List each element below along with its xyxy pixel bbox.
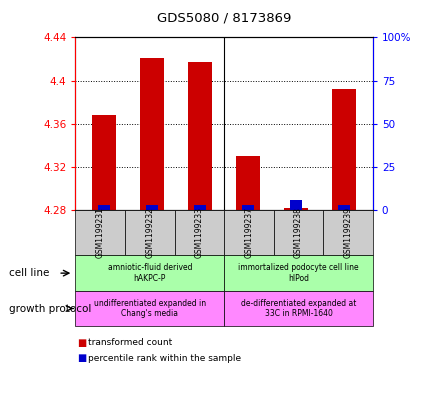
Text: growth protocol: growth protocol <box>9 303 91 314</box>
Text: undifferentiated expanded in
Chang's media: undifferentiated expanded in Chang's med… <box>93 299 206 318</box>
Bar <box>283 208 307 210</box>
Bar <box>92 115 116 210</box>
Bar <box>289 200 301 210</box>
Bar <box>337 205 349 210</box>
Text: immortalized podocyte cell line
hIPod: immortalized podocyte cell line hIPod <box>238 263 358 283</box>
Text: GSM1199237: GSM1199237 <box>244 208 253 258</box>
Text: transformed count: transformed count <box>88 338 172 347</box>
Text: cell line: cell line <box>9 268 49 278</box>
Text: ■: ■ <box>77 338 86 348</box>
Text: percentile rank within the sample: percentile rank within the sample <box>88 354 241 363</box>
Text: GSM1199238: GSM1199238 <box>293 208 302 258</box>
Text: GDS5080 / 8173869: GDS5080 / 8173869 <box>157 11 291 24</box>
Text: GSM1199239: GSM1199239 <box>343 208 352 258</box>
Bar <box>236 156 259 210</box>
Bar <box>140 58 164 210</box>
Bar <box>188 62 212 210</box>
Bar <box>194 205 206 210</box>
Text: GSM1199233: GSM1199233 <box>194 208 203 258</box>
Bar <box>146 205 158 210</box>
Text: GSM1199232: GSM1199232 <box>145 208 154 258</box>
Text: ■: ■ <box>77 353 86 364</box>
Text: amniotic-fluid derived
hAKPC-P: amniotic-fluid derived hAKPC-P <box>107 263 192 283</box>
Text: GSM1199231: GSM1199231 <box>95 208 104 258</box>
Bar <box>242 205 254 210</box>
Bar <box>98 205 110 210</box>
Bar <box>331 89 355 210</box>
Text: de-differentiated expanded at
33C in RPMI-1640: de-differentiated expanded at 33C in RPM… <box>240 299 355 318</box>
